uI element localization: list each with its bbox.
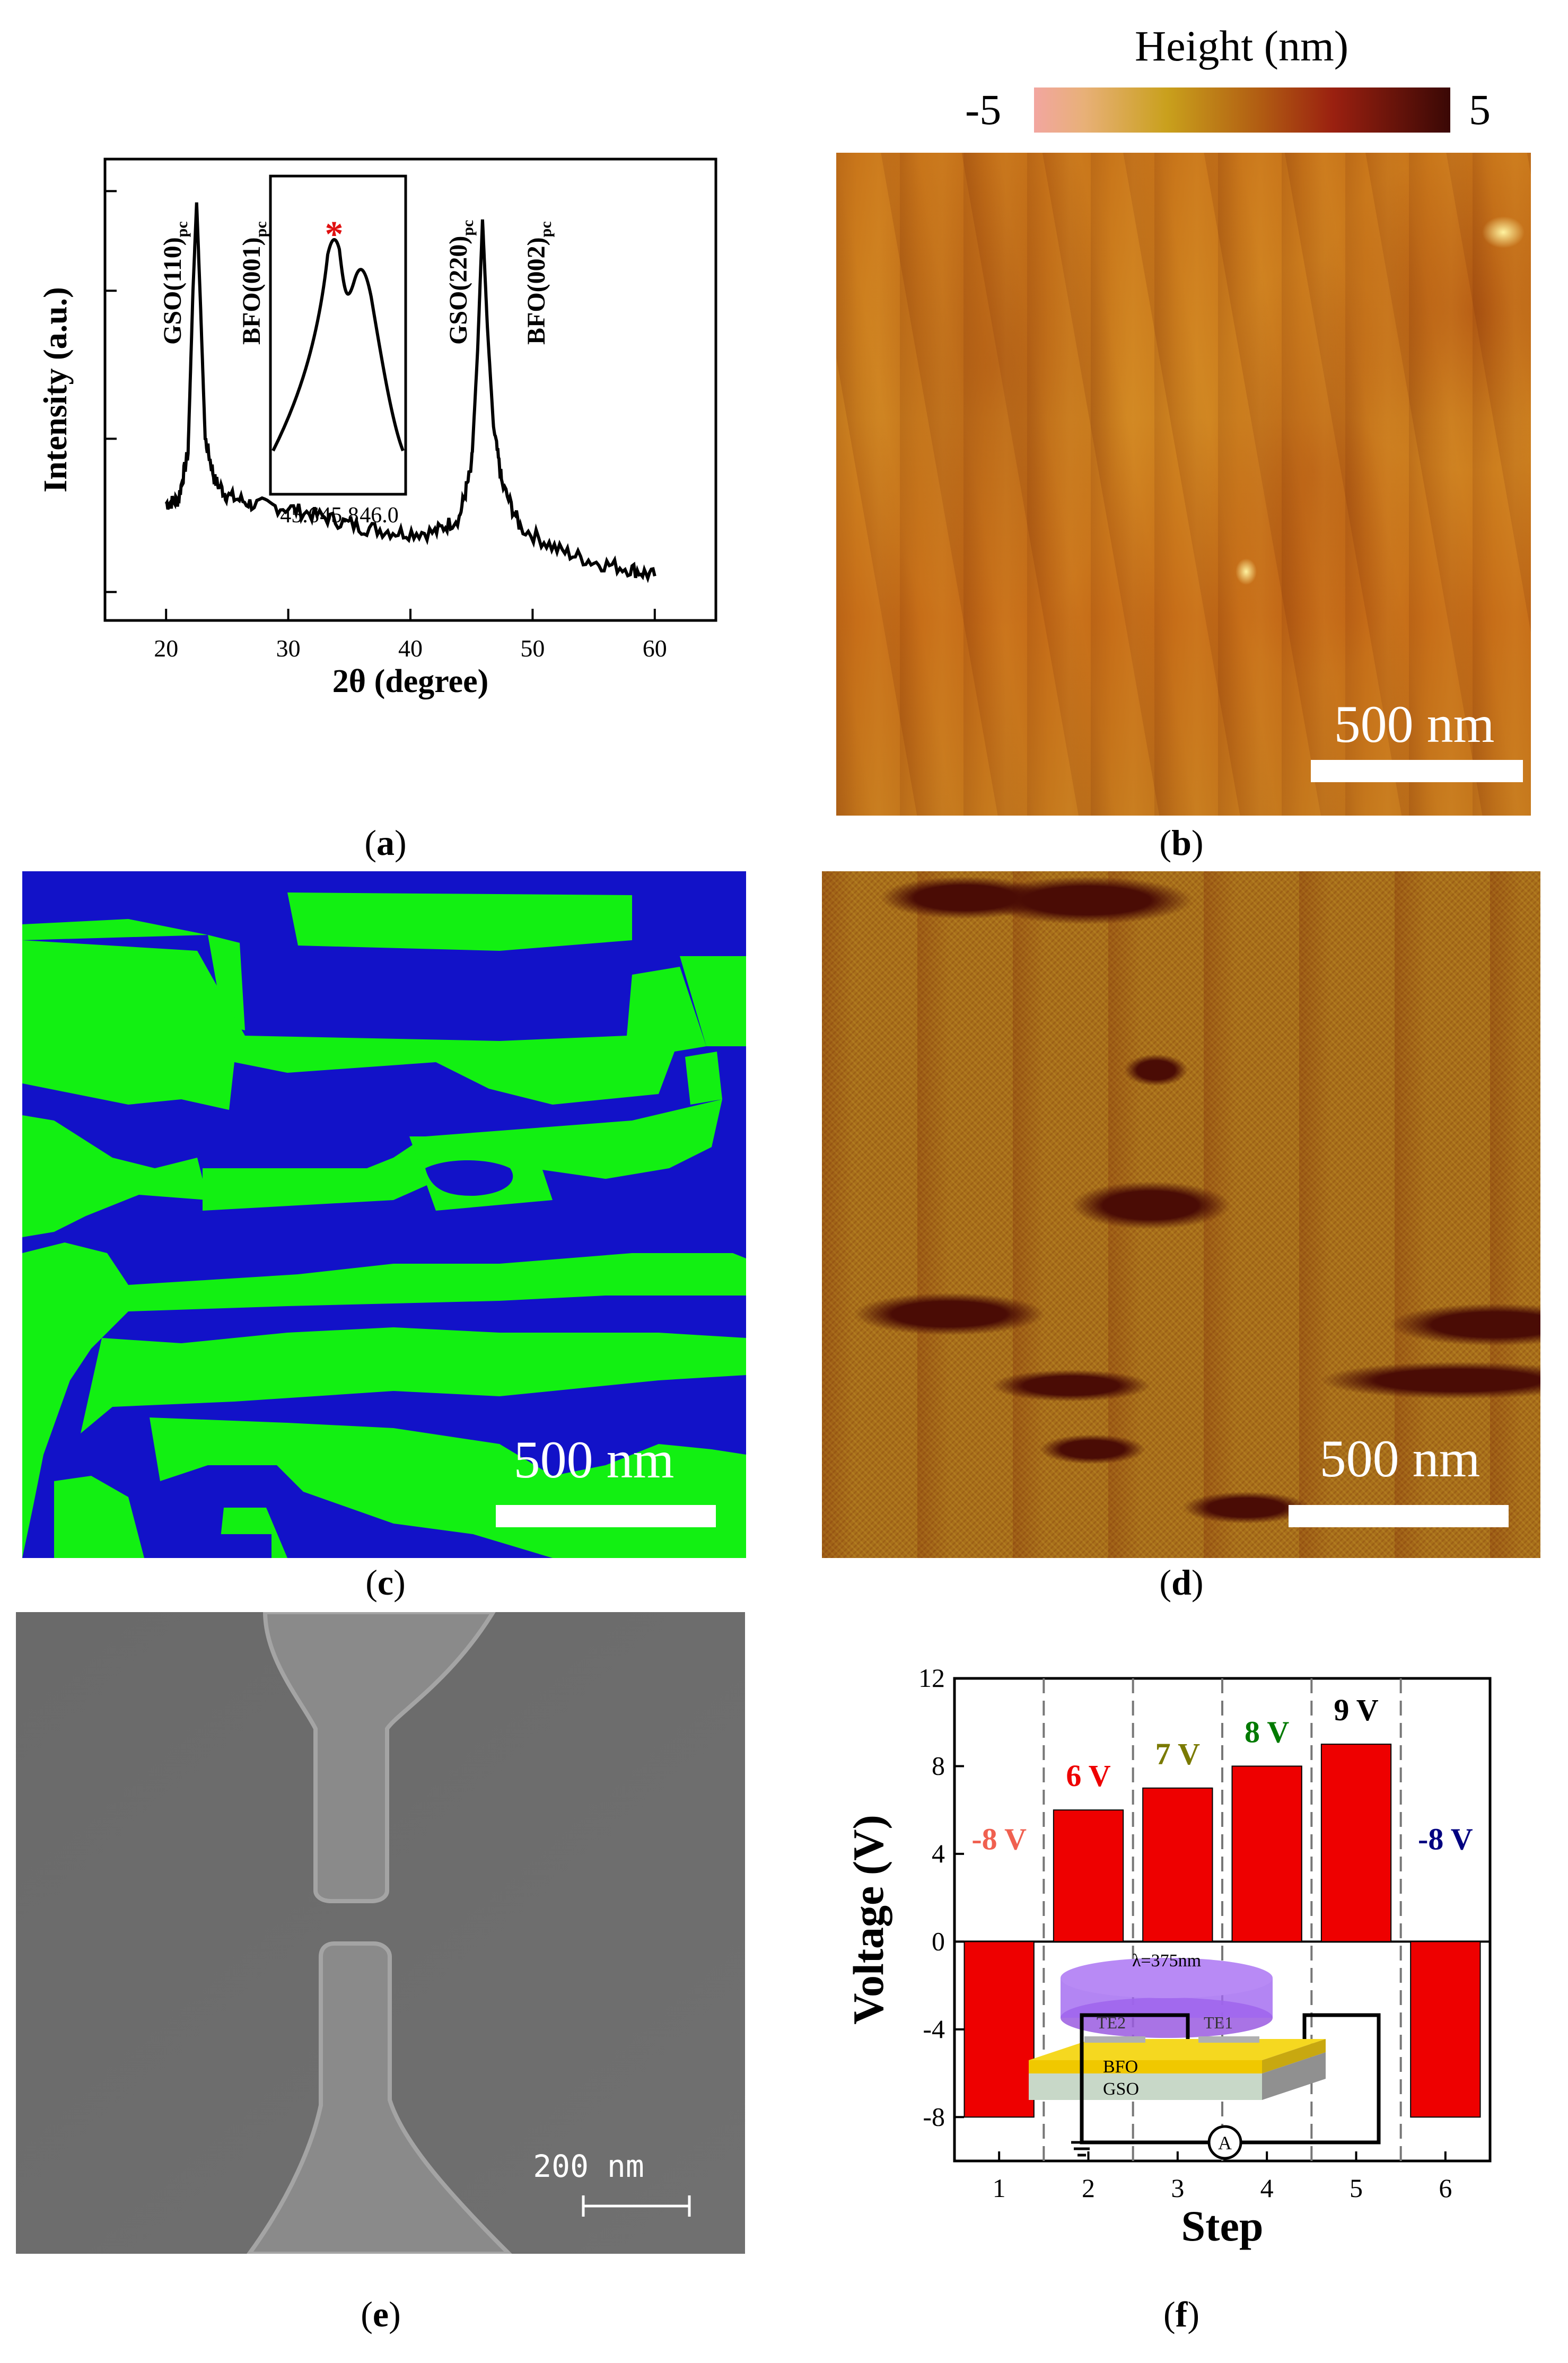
caption-d: (d) [1159, 1562, 1204, 1603]
sem-bottom-electrode [247, 1941, 512, 2254]
voltage-ytick-label: -4 [923, 2014, 945, 2044]
gso-label: GSO [1103, 2079, 1139, 2099]
voltage-value-label: -8 V [971, 1822, 1027, 1857]
gso-layer-front [1029, 2073, 1262, 2100]
xrd-peak-label: GSO(110)pc [159, 221, 191, 345]
caption-c: (c) [365, 1562, 406, 1603]
voltage-xtick-label: 1 [993, 2173, 1006, 2203]
colorbar-min: -5 [965, 85, 1002, 134]
te2-electrode [1084, 2036, 1145, 2043]
voltage-xtick-label: 6 [1439, 2173, 1452, 2203]
voltage-value-label: 7 V [1155, 1737, 1200, 1771]
xrd-ylabel: Intensity (a.u.) [38, 287, 74, 493]
gso-layer-side [1262, 2052, 1326, 2100]
scalebar-c-label: 500 nm [513, 1430, 674, 1489]
ammeter [1207, 2125, 1242, 2160]
sem-image: 200 nm [16, 1612, 745, 2254]
voltage-xtick-label: 5 [1350, 2173, 1363, 2203]
xrd-inset-tick-1: 45.6 [280, 503, 319, 528]
panel-a: 20 30 40 50 60 2θ (degree) Intensity (a.u.) … [0, 0, 769, 880]
xrd-chart: 20 30 40 50 60 2θ (degree) Intensity (a.u.) … [38, 157, 717, 699]
scalebar-d-label: 500 nm [1319, 1429, 1481, 1488]
bfo-layer-top [1029, 2039, 1326, 2060]
xrd-inset-marker: * [325, 214, 344, 255]
voltage-bar [963, 1941, 1035, 2118]
xrd-peak-label: BFO(002)pc [522, 221, 555, 345]
xrd-inset-tick-3: 46.0 [360, 503, 399, 528]
voltage-bar [1231, 1765, 1302, 1942]
voltage-ytick-label: 12 [918, 1663, 945, 1693]
scalebar-c [496, 1505, 716, 1527]
xrd-xtick-label: 30 [276, 635, 301, 662]
uv-light-beam-top [1061, 1958, 1273, 1998]
sem-scalebar-label: 200 nm [533, 2148, 644, 2184]
voltage-xtick-label: 4 [1260, 2173, 1274, 2203]
panel-c: 500 nm (c) [0, 870, 769, 1655]
voltage-value-label: 9 V [1334, 1693, 1378, 1727]
ammeter-label: A [1218, 2132, 1232, 2154]
xrd-xtick-label: 50 [520, 635, 545, 662]
scalebar-b-label: 500 nm [1334, 695, 1495, 754]
xrd-peak-label: BFO(001)pc [238, 221, 270, 345]
colorbar-title: Height (nm) [1135, 22, 1349, 70]
bfo-layer-front [1029, 2060, 1262, 2073]
voltage-bar [1410, 1941, 1481, 2118]
xrd-curve [164, 202, 656, 583]
xrd-xtick-label: 20 [154, 635, 178, 662]
caption-e: (e) [361, 2294, 401, 2334]
device-schematic: λ=375nm BFO GSO TE2 TE1 A [1029, 1951, 1381, 2160]
voltage-bar [1320, 1744, 1392, 1942]
voltage-ylabel: Voltage (V) [844, 1815, 892, 2025]
panel-d: 500 nm (d) [795, 870, 1568, 1655]
xrd-inset-frame [269, 174, 407, 496]
bfo-label: BFO [1103, 2057, 1138, 2077]
voltage-value-label: 8 V [1245, 1714, 1289, 1749]
scalebar-b [1311, 760, 1523, 782]
xrd-inset-curve [271, 238, 405, 452]
xrd-xtick-label: 40 [398, 635, 423, 662]
colorbar-max: 5 [1469, 85, 1491, 134]
te1-label: TE1 [1204, 2013, 1233, 2032]
voltage-xlabel: Step [1181, 2202, 1264, 2250]
ground-symbol [1071, 2141, 1092, 2157]
voltage-xtick-label: 2 [1082, 2173, 1095, 2203]
xrd-inset-tick-2: 45.8 [320, 503, 359, 528]
sem-scalebar [582, 2195, 691, 2217]
height-colorbar [1034, 87, 1450, 133]
circuit-wire [1080, 2013, 1381, 2145]
te1-electrode [1198, 2036, 1259, 2043]
voltage-value-label: 6 V [1066, 1758, 1110, 1793]
bfo-layer-side [1262, 2039, 1326, 2073]
caption-b: (b) [1159, 822, 1204, 863]
caption-a: (a) [364, 822, 407, 863]
voltage-bar [1053, 1809, 1124, 1942]
voltage-ytick-label: 8 [932, 1751, 945, 1780]
panel-e: 200 nm (e) [0, 1612, 769, 2363]
pfm-phase-image: 500 nm [822, 871, 1540, 1558]
xrd-xlabel: 2θ (degree) [332, 663, 489, 699]
voltage-ytick-label: 4 [932, 1839, 945, 1868]
voltage-ytick-label: 0 [932, 1926, 945, 1956]
scalebar-d [1289, 1505, 1509, 1527]
xrd-xtick-label: 60 [643, 635, 667, 662]
panel-b: Height (nm) -5 5 500 nm (b) [795, 0, 1568, 880]
xrd-peak-label: GSO(220)pc [444, 220, 477, 345]
domain-map [22, 871, 746, 1558]
wavelength-label: λ=375nm [1132, 1951, 1201, 1971]
caption-f: (f) [1163, 2294, 1199, 2334]
voltage-xtick-label: 3 [1171, 2173, 1184, 2203]
sem-top-electrode [262, 1612, 496, 1903]
voltage-value-label: -8 V [1418, 1822, 1473, 1857]
voltage-ytick-label: -8 [923, 2102, 945, 2131]
afm-height-image: 500 nm [836, 153, 1531, 816]
voltage-bar [1142, 1787, 1213, 1942]
